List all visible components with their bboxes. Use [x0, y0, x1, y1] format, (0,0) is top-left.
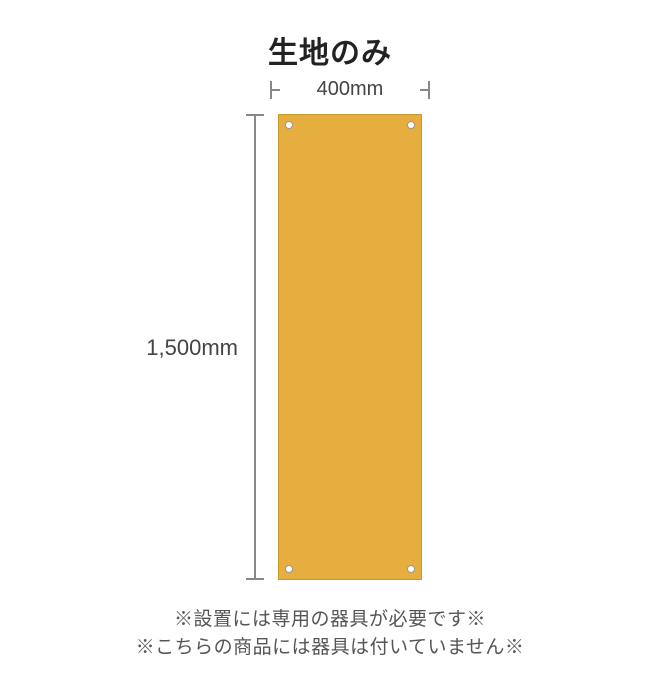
note-line-1: ※設置には専用の器具が必要です※	[0, 604, 660, 631]
eyelet-icon	[285, 565, 293, 573]
width-bracket-right	[428, 81, 430, 99]
eyelet-icon	[407, 121, 415, 129]
height-label: 1,500mm	[118, 335, 238, 361]
width-tick-right	[420, 89, 428, 91]
eyelet-icon	[285, 121, 293, 129]
banner-fabric	[278, 114, 422, 580]
title: 生地のみ	[0, 28, 660, 72]
height-dimension-line	[254, 114, 256, 580]
width-dimension: 400mm	[274, 78, 426, 100]
height-cap-bottom	[246, 578, 264, 580]
width-label: 400mm	[274, 78, 426, 101]
note-line-2: ※こちらの商品には器具は付いていません※	[0, 632, 660, 659]
eyelet-icon	[407, 565, 415, 573]
